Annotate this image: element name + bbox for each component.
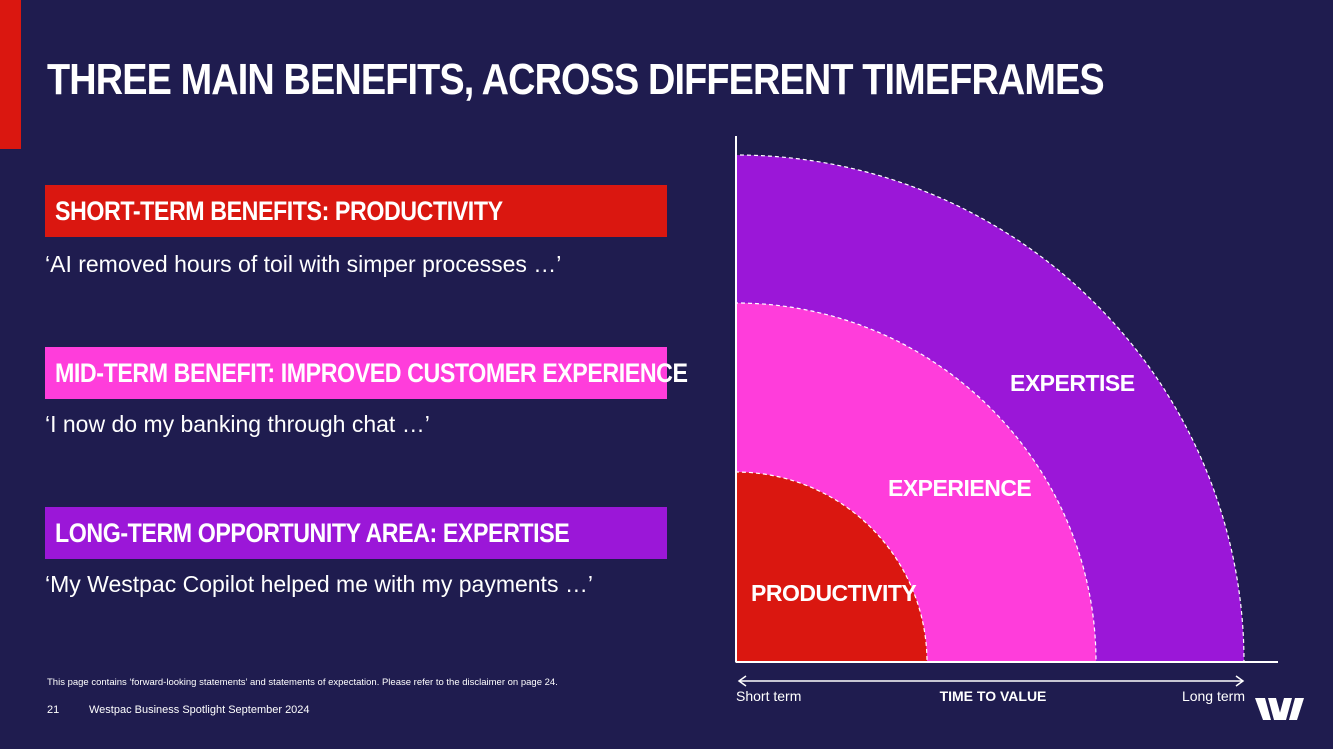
time-arrow-right-head-icon (1235, 675, 1245, 687)
benefit-heading-short-term: SHORT-TERM BENEFITS: PRODUCTIVITY (55, 195, 503, 226)
benefit-banner-short-term: SHORT-TERM BENEFITS: PRODUCTIVITY (45, 185, 667, 237)
label-productivity: PRODUCTIVITY (751, 580, 916, 606)
benefit-banner-long-term: LONG-TERM OPPORTUNITY AREA: EXPERTISE (45, 507, 667, 559)
westpac-logo-icon (1255, 698, 1304, 720)
benefit-banner-mid-term: MID-TERM BENEFIT: IMPROVED CUSTOMER EXPE… (45, 347, 688, 399)
disclaimer-text: This page contains ‘forward-looking stat… (47, 677, 558, 688)
benefit-quote-long-term: ‘My Westpac Copilot helped me with my pa… (45, 571, 593, 597)
axis-label-short-term: Short term (736, 688, 801, 704)
label-experience: EXPERIENCE (888, 475, 1031, 501)
benefit-quote-mid-term: ‘I now do my banking through chat …’ (45, 411, 430, 437)
page-number: 21 (47, 704, 60, 716)
page-title: THREE MAIN BENEFITS, ACROSS DIFFERENT TI… (47, 55, 1105, 104)
label-expertise: EXPERTISE (1010, 370, 1135, 396)
axis-title: TIME TO VALUE (940, 688, 1047, 704)
time-arrow-left-head-icon (737, 675, 747, 687)
arc-productivity (735, 471, 928, 663)
red-accent-bar (0, 0, 21, 149)
benefit-heading-long-term: LONG-TERM OPPORTUNITY AREA: EXPERTISE (55, 517, 570, 548)
publication-name: Westpac Business Spotlight September 202… (89, 704, 310, 716)
benefit-quote-short-term: ‘AI removed hours of toil with simper pr… (45, 251, 562, 277)
axis-label-long-term: Long term (1182, 688, 1245, 704)
benefit-heading-mid-term: MID-TERM BENEFIT: IMPROVED CUSTOMER EXPE… (55, 357, 688, 388)
